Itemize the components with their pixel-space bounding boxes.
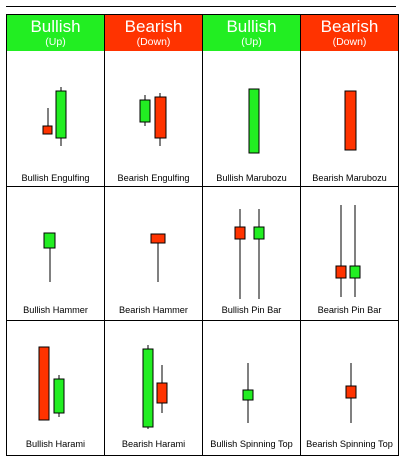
- bull-marubozu-candle: [248, 88, 260, 154]
- cell-bullish-marubozu: Bullish Marubozu: [203, 51, 301, 187]
- bull-spinning-candle: [242, 389, 254, 401]
- bear-candle-small: [156, 382, 168, 404]
- header-title: Bearish: [124, 17, 183, 36]
- pattern-label: Bullish Marubozu: [216, 173, 287, 183]
- pattern-label: Bullish Hammer: [23, 305, 88, 315]
- bear-marubozu-candle: [344, 90, 357, 151]
- pattern-label: Bullish Harami: [25, 439, 86, 449]
- header-bullish-2: Bullish (Up): [203, 15, 301, 51]
- header-title: Bullish: [226, 17, 277, 36]
- pattern-label: Bearish Hammer: [119, 305, 188, 315]
- candle-figure: [344, 90, 357, 151]
- cell-bullish-spinning-top: Bullish Spinning Top: [203, 321, 301, 455]
- pattern-label: Bearish Spinning Top: [306, 439, 393, 449]
- cell-bearish-marubozu: Bearish Marubozu: [301, 51, 398, 187]
- bear-candle-small: [42, 125, 53, 135]
- header-subtitle: (Down): [332, 36, 367, 48]
- cell-bearish-hammer: Bearish Hammer: [105, 187, 203, 321]
- header-subtitle: (Up): [241, 36, 262, 48]
- bull-candle-large: [142, 348, 154, 428]
- candlestick-pattern-grid: Bullish (Up) Bearish (Down) Bullish (Up)…: [6, 14, 399, 456]
- bull-pin-candle: [253, 226, 265, 240]
- pattern-label: Bearish Engulfing: [117, 173, 190, 183]
- header-subtitle: (Up): [45, 36, 66, 48]
- pattern-label: Bearish Marubozu: [312, 173, 387, 183]
- cell-bearish-harami: Bearish Harami: [105, 321, 203, 455]
- bear-pin-candle: [335, 265, 347, 279]
- candle-figure: [335, 205, 361, 297]
- pattern-label: Bullish Spinning Top: [210, 439, 293, 449]
- header-subtitle: (Down): [136, 36, 171, 48]
- cell-bullish-hammer: Bullish Hammer: [7, 187, 105, 321]
- candle-figure: [150, 233, 166, 282]
- candle-figure: [142, 345, 168, 429]
- header-bullish-1: Bullish (Up): [7, 15, 105, 51]
- pattern-label: Bearish Harami: [121, 439, 186, 449]
- header-bearish-2: Bearish (Down): [301, 15, 398, 51]
- header-title: Bearish: [320, 17, 379, 36]
- header-title: Bullish: [30, 17, 81, 36]
- candle-figure: [242, 363, 254, 423]
- cell-bearish-spinning-top: Bearish Spinning Top: [301, 321, 398, 455]
- bull-pin-candle: [349, 265, 361, 279]
- pattern-label: Bearish Pin Bar: [317, 305, 382, 315]
- candle-figure: [248, 88, 260, 154]
- pattern-label: Bullish Engulfing: [21, 173, 90, 183]
- candle-figure: [234, 209, 265, 299]
- candle-figure: [42, 87, 67, 146]
- candle-figure: [345, 363, 357, 423]
- bear-spinning-candle: [345, 385, 357, 399]
- bear-pin-candle: [234, 226, 246, 240]
- bear-candle-large: [154, 96, 167, 139]
- bull-candle-small: [139, 99, 151, 123]
- cell-bearish-pin-bar: Bearish Pin Bar: [301, 187, 398, 321]
- bear-candle-large: [38, 346, 50, 421]
- header-bearish-1: Bearish (Down): [105, 15, 203, 51]
- pattern-label: Bullish Pin Bar: [221, 305, 282, 315]
- bull-candle-small: [53, 378, 65, 414]
- candle-figure: [38, 346, 65, 421]
- candle-figure: [139, 93, 167, 146]
- top-rule: [6, 6, 396, 7]
- cell-bearish-engulfing: Bearish Engulfing: [105, 51, 203, 187]
- cell-bullish-pin-bar: Bullish Pin Bar: [203, 187, 301, 321]
- bear-hammer-candle: [150, 233, 166, 244]
- bull-hammer-candle: [43, 232, 56, 249]
- cell-bullish-harami: Bullish Harami: [7, 321, 105, 455]
- bull-candle-large: [55, 90, 67, 139]
- cell-bullish-engulfing: Bullish Engulfing: [7, 51, 105, 187]
- candle-figure: [43, 232, 56, 282]
